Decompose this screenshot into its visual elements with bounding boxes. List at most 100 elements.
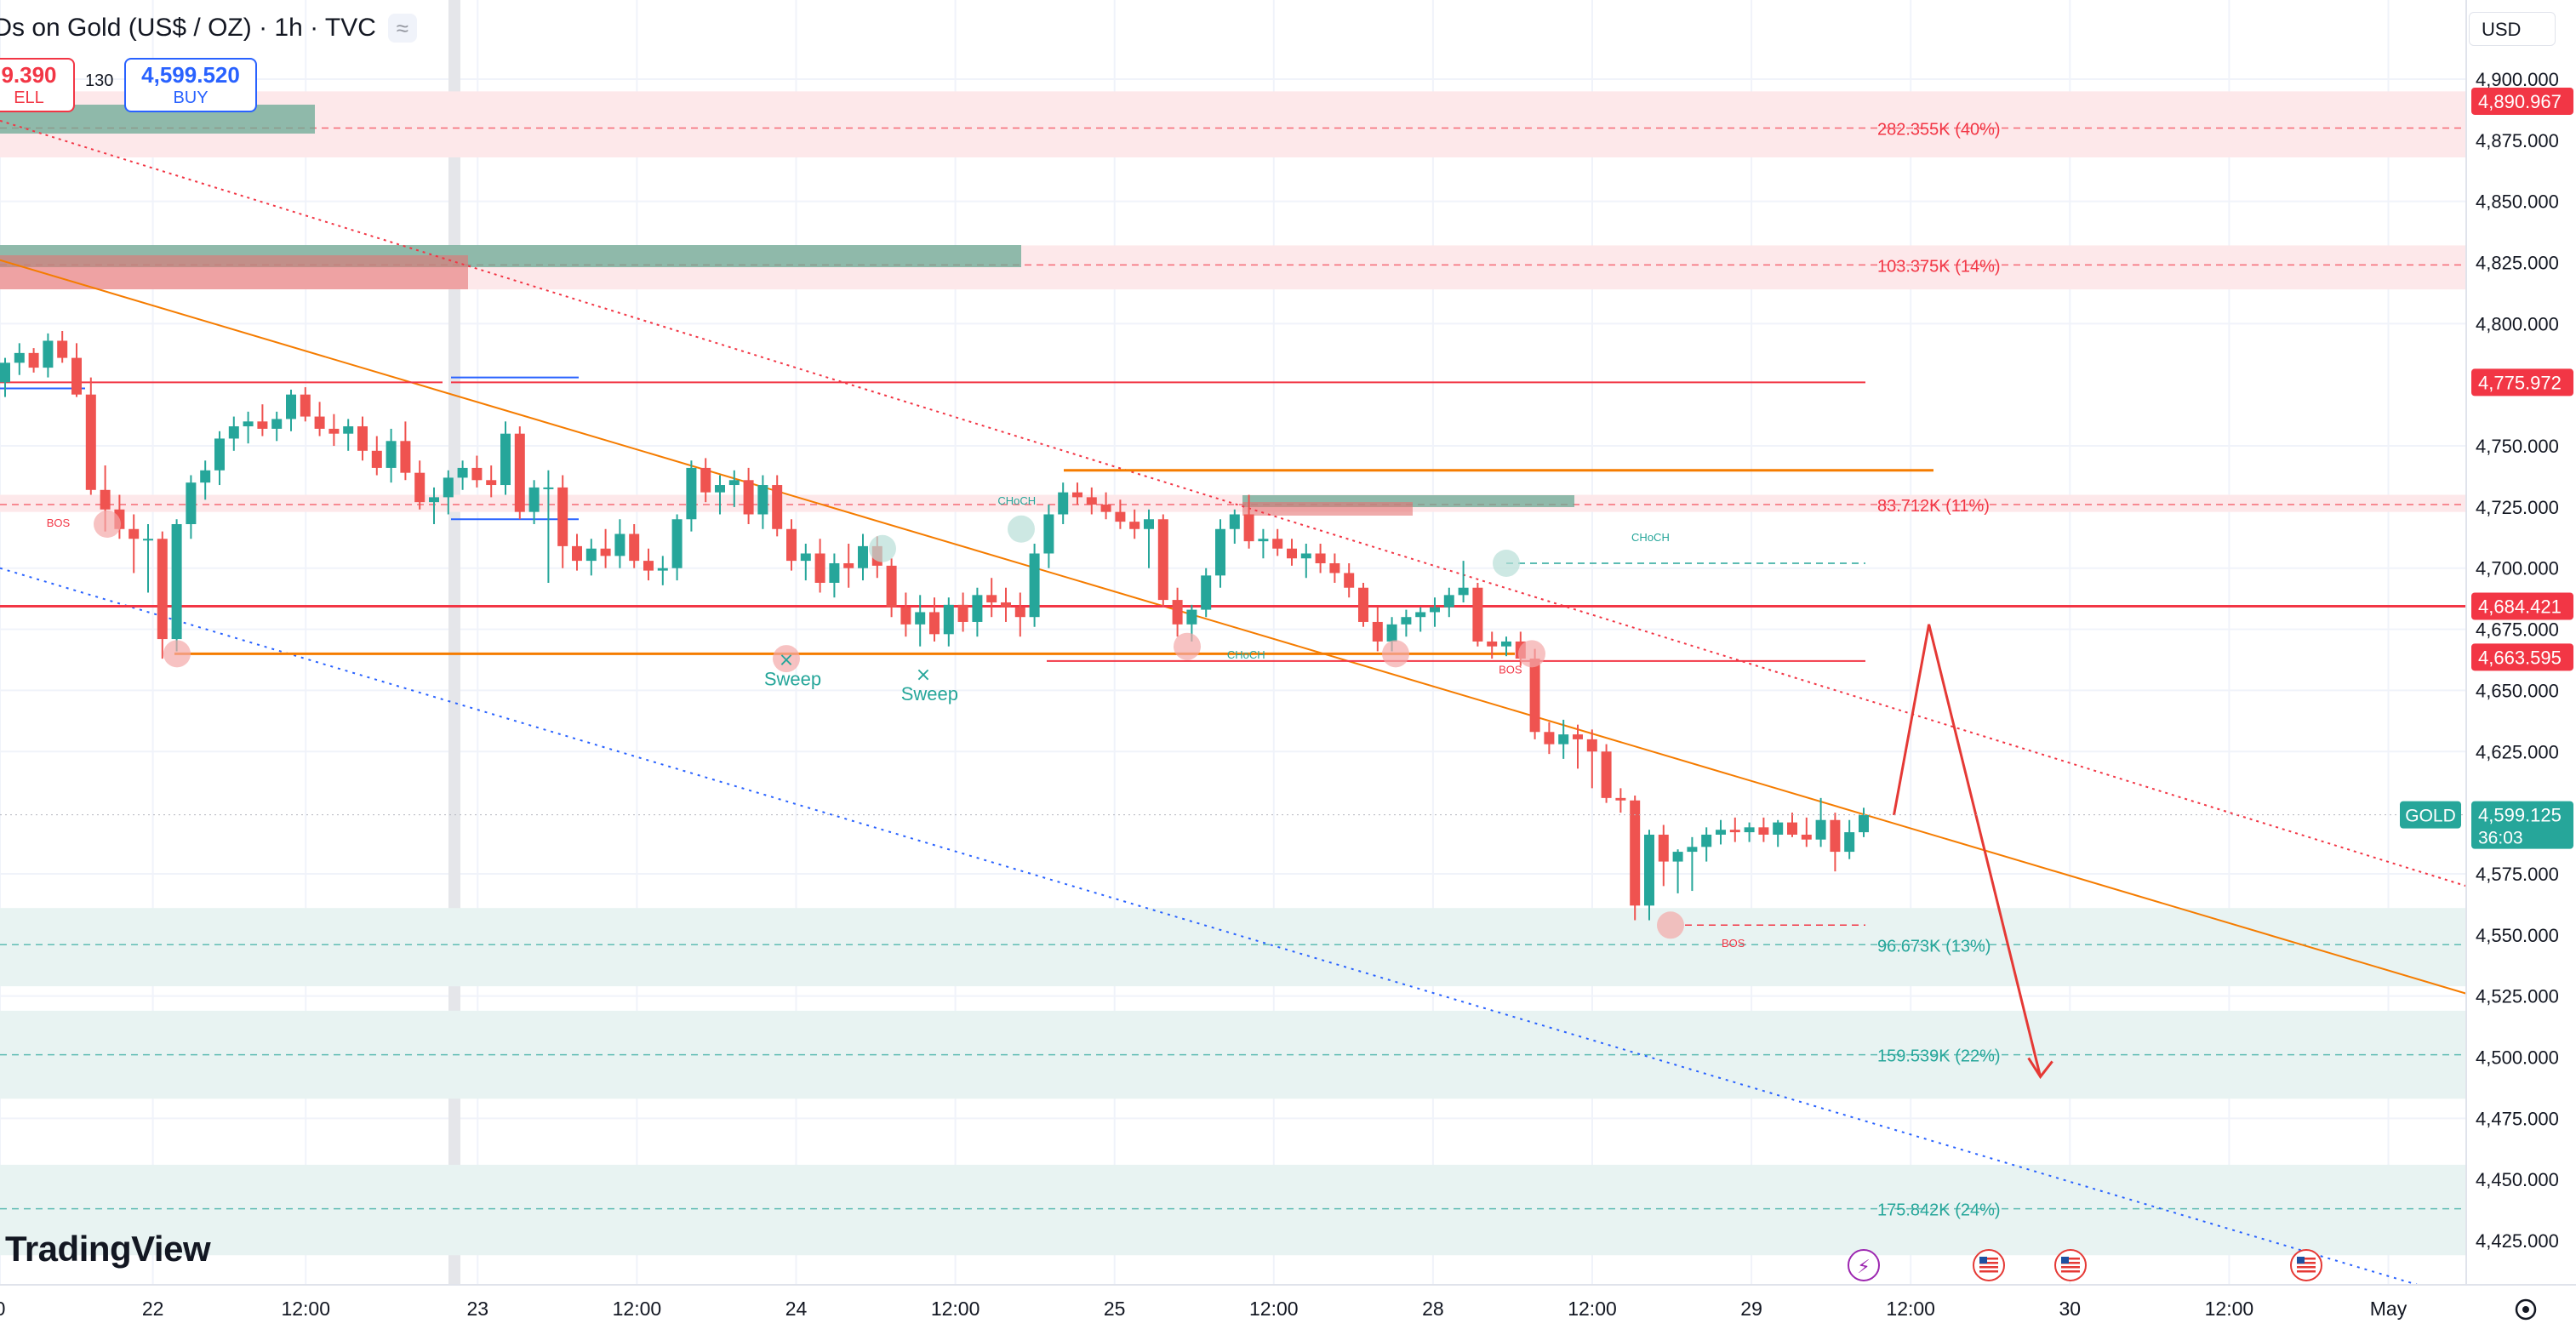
candle-body	[929, 612, 940, 635]
volume-zone	[0, 91, 2466, 157]
candle-body	[743, 480, 754, 515]
price-label-bg	[2471, 87, 2573, 115]
candle	[600, 528, 611, 568]
sell-button[interactable]: 9.390 ELL	[0, 58, 75, 112]
time-tick-label: 12:00	[613, 1298, 662, 1320]
event-us-flag-icon[interactable]	[2054, 1249, 2087, 1281]
event-us-flag-icon[interactable]	[2290, 1249, 2322, 1281]
candle	[429, 487, 439, 525]
volume-zone	[0, 908, 2466, 987]
candle-body	[371, 450, 382, 468]
price-label: 4,684.421	[2478, 596, 2562, 618]
time-tick-label: 25	[1104, 1298, 1126, 1320]
candle	[772, 475, 783, 537]
price-tick-label: 4,425.000	[2476, 1230, 2559, 1252]
price-label: 4,775.972	[2478, 372, 2562, 393]
candle-body	[943, 604, 954, 635]
drawing-lines	[0, 119, 2467, 1286]
flag-stripe	[1979, 1262, 1998, 1264]
candle	[1586, 729, 1597, 789]
candle	[157, 531, 168, 659]
candle-body	[486, 480, 497, 486]
time-tick-label: May	[2370, 1298, 2408, 1320]
candle-body	[1573, 734, 1583, 739]
channel-line-upper	[0, 259, 2467, 995]
candle	[1344, 562, 1355, 598]
time-tick-label: 23	[467, 1298, 489, 1320]
candle-body	[1144, 519, 1154, 529]
candle	[343, 419, 354, 451]
candle	[228, 416, 239, 451]
candle-body	[400, 441, 411, 473]
candle-body	[757, 485, 768, 515]
candle-body	[1601, 751, 1612, 798]
candle-body	[1014, 607, 1025, 618]
currency-button[interactable]: USD	[2469, 12, 2556, 46]
candle-body	[1501, 641, 1511, 647]
wave-icon[interactable]: ≈	[387, 14, 417, 43]
time-axis-bg	[0, 1285, 2576, 1335]
lightning-icon: ⚡	[1857, 1257, 1870, 1278]
candle	[1815, 797, 1826, 847]
candle	[386, 428, 397, 483]
candle-body	[1644, 834, 1654, 906]
candle-body	[886, 565, 897, 608]
candle-body	[1487, 641, 1498, 647]
candle	[786, 519, 797, 571]
candle	[57, 330, 68, 363]
candle	[1687, 836, 1698, 892]
candle	[1043, 505, 1054, 568]
candle	[1773, 819, 1784, 847]
buy-button[interactable]: 4,599.520 BUY	[124, 58, 257, 112]
price-label-bg	[2471, 368, 2573, 397]
candle-body	[1672, 852, 1683, 862]
candle-body	[1300, 553, 1311, 559]
candle-body	[715, 485, 725, 493]
swing-circle	[1174, 632, 1201, 660]
candle	[800, 544, 811, 581]
flag-stripe	[2297, 1258, 2316, 1260]
candle-body	[1586, 739, 1597, 752]
candle	[943, 597, 954, 647]
event-us-flag-icon[interactable]	[1973, 1249, 2005, 1281]
candle-body	[800, 553, 811, 562]
time-axis: 0 22 12:00 23 12:00 24 12:00 25 12:00 28 12:00 29 12…	[0, 1249, 2576, 1335]
candle-body	[1544, 732, 1555, 745]
candle-body	[1315, 553, 1326, 563]
event-lightning-icon[interactable]	[1848, 1249, 1880, 1281]
flag-canton	[2061, 1257, 2069, 1264]
candle	[957, 592, 968, 632]
candle	[1243, 494, 1254, 549]
price-label: 4,890.967	[2478, 91, 2562, 112]
candle	[1472, 582, 1483, 647]
candle	[85, 377, 96, 495]
candle-body	[629, 533, 640, 562]
candle-body	[557, 487, 568, 546]
candle-body	[1372, 621, 1383, 642]
candle	[328, 414, 340, 447]
candle	[214, 431, 225, 486]
swing-circle	[1008, 515, 1035, 543]
current-symbol: GOLD	[2405, 807, 2456, 826]
candle-body	[1001, 602, 1011, 608]
candle	[28, 348, 39, 373]
candle-body	[1529, 659, 1540, 733]
candle-body	[457, 467, 468, 478]
flag-stripe	[2061, 1266, 2080, 1269]
candle-body	[85, 394, 96, 490]
symbol-title[interactable]: FDs on Gold (US$ / OZ) · 1h · TVC	[0, 14, 376, 42]
candle-body	[1716, 830, 1726, 835]
candle-body	[286, 394, 296, 419]
time-tick-label: 28	[1422, 1298, 1444, 1320]
candle-body	[1729, 830, 1740, 833]
settings-icon[interactable]	[2515, 1298, 2537, 1321]
volume-zone	[0, 494, 2466, 512]
candle-body	[443, 477, 454, 498]
candle	[1458, 561, 1469, 602]
projection-path	[1893, 624, 2042, 1077]
candle-body	[1415, 612, 1426, 618]
candle	[1272, 528, 1283, 556]
channel-line-dotted-blue	[0, 567, 2418, 1286]
candle	[1329, 553, 1340, 583]
